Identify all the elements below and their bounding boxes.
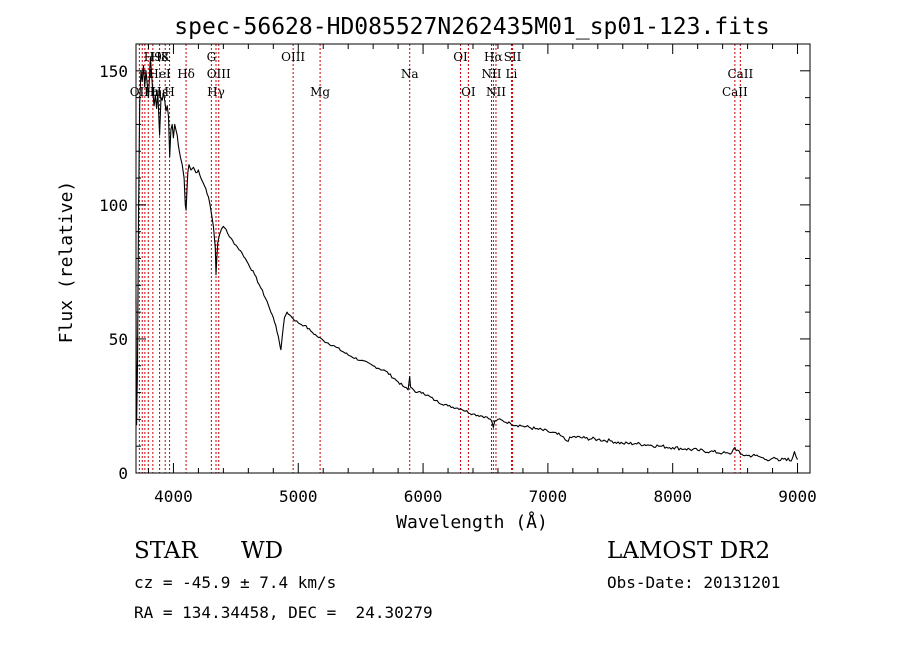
x-tick-label: 8000 — [653, 487, 692, 506]
line-label: H — [164, 85, 174, 99]
redshift-velocity: cz = -45.9 ± 7.4 km/s — [134, 573, 337, 592]
line-label: K — [161, 50, 171, 64]
line-label: H9 — [144, 50, 162, 64]
x-tick-label: 6000 — [404, 487, 443, 506]
spectrum-line — [135, 56, 798, 462]
object-class: STAR — [134, 538, 198, 564]
line-label: CaII — [727, 67, 753, 81]
ra-dec-coordinates: RA = 134.34458, DEC = 24.30279 — [134, 603, 433, 622]
line-label: CaII — [722, 85, 748, 99]
line-label: Hα — [484, 50, 503, 64]
y-axis: 0 50 100 150 — [99, 43, 810, 483]
survey-name: LAMOST DR2 — [607, 538, 771, 564]
line-label: SII — [504, 50, 522, 64]
object-subclass: WD — [241, 538, 284, 564]
line-label: H8 — [151, 50, 169, 64]
y-axis-label: Flux (relative) — [56, 181, 77, 344]
line-label: OI — [453, 50, 468, 64]
y-tick-label: 0 — [118, 464, 128, 483]
spectral-line-markers — [138, 44, 741, 473]
line-label: OIII — [281, 50, 305, 64]
line-label: HeI — [148, 67, 171, 81]
x-tick-label: 7000 — [529, 487, 568, 506]
x-tick-label: 4000 — [154, 487, 193, 506]
line-label: Hδ — [177, 67, 195, 81]
line-label: Na — [401, 67, 419, 81]
plot-frame — [135, 43, 811, 474]
line-label: Mg — [310, 85, 330, 99]
line-label: Li — [506, 67, 518, 81]
line-label: NII — [481, 67, 501, 81]
line-label: OII — [130, 85, 150, 99]
x-tick-label: 9000 — [778, 487, 817, 506]
spectral-line-labels: OIIH9HηH8HeIHεKHHδGOIIIHγOIIIMgNaOIOIHαN… — [130, 50, 754, 99]
line-label: OI — [461, 85, 476, 99]
x-tick-label: 5000 — [279, 487, 318, 506]
observation-date: Obs-Date: 20131201 — [607, 573, 781, 592]
chart-title: spec-56628-HD085527N262435M01_sp01-123.f… — [174, 14, 769, 40]
y-tick-label: 50 — [109, 330, 128, 349]
line-label: Hγ — [207, 85, 225, 99]
y-tick-label: 100 — [99, 196, 128, 215]
line-label: OIII — [207, 67, 231, 81]
x-axis-label: Wavelength (Å) — [396, 511, 548, 533]
y-tick-label: 150 — [99, 62, 128, 81]
line-label: NII — [486, 85, 506, 99]
line-label: G — [207, 50, 217, 64]
x-axis: 4000 5000 6000 7000 8000 9000 — [147, 44, 817, 506]
